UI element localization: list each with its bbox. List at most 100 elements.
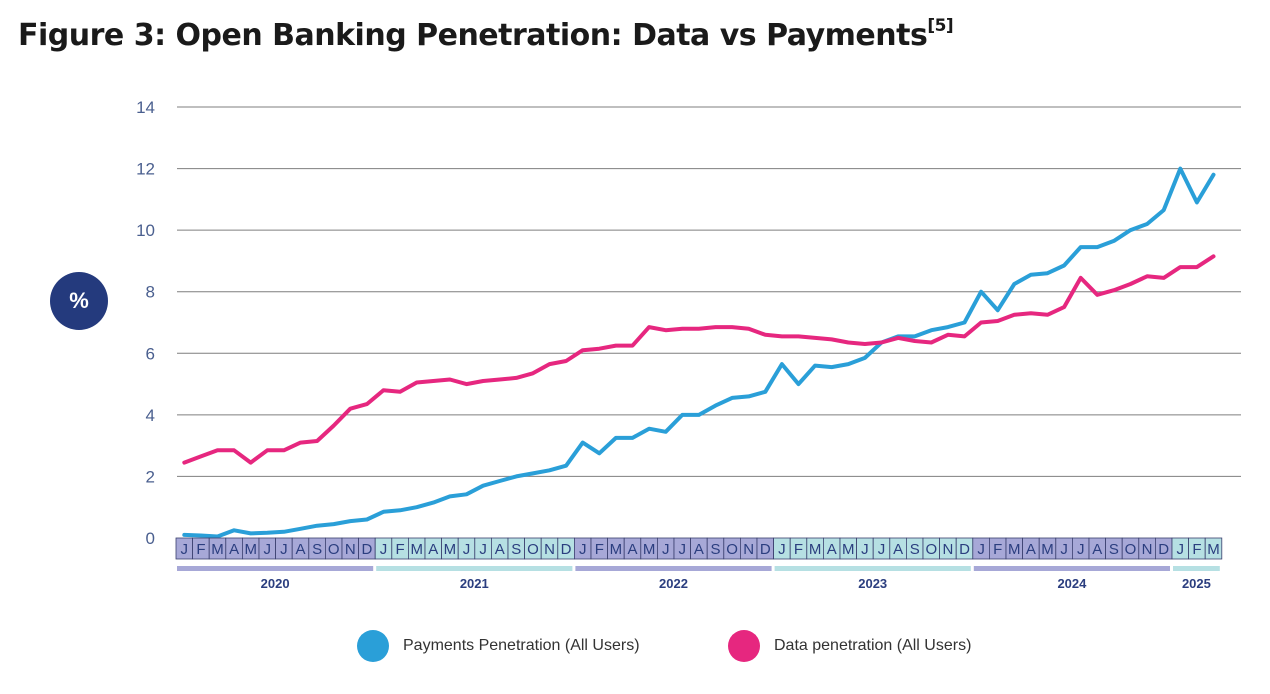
month-label: N — [345, 541, 356, 558]
month-label: A — [229, 541, 239, 558]
month-label: S — [910, 541, 920, 558]
month-label: O — [1125, 541, 1137, 558]
series-lines — [182, 166, 1216, 539]
month-label: A — [495, 541, 505, 558]
month-label: D — [760, 541, 771, 558]
month-label: J — [679, 541, 687, 558]
month-label: A — [1026, 541, 1036, 558]
legend-item-payments: Payments Penetration (All Users) — [357, 630, 640, 662]
month-label: J — [479, 541, 487, 558]
month-label: O — [925, 541, 937, 558]
figure-reference: [5] — [927, 16, 954, 36]
month-label: M — [809, 541, 822, 558]
year-label: 2020 — [261, 576, 290, 591]
year-label: 2023 — [858, 576, 887, 591]
month-label: J — [1077, 541, 1085, 558]
month-label: S — [1109, 541, 1119, 558]
month-label: D — [561, 541, 572, 558]
month-label: J — [1177, 541, 1185, 558]
month-label: A — [428, 541, 438, 558]
year-axis: 2020 2021 2022 2023 2024 2025 — [177, 566, 1220, 591]
figure-title: Figure 3: Open Banking Penetration: Data… — [18, 16, 954, 53]
month-label: J — [181, 541, 189, 558]
month-label: N — [1142, 541, 1153, 558]
year-label: 2022 — [659, 576, 688, 591]
month-label: J — [463, 541, 471, 558]
y-tick-label: 6 — [146, 344, 155, 363]
month-label: O — [726, 541, 738, 558]
year-bar — [774, 566, 971, 571]
month-label: J — [861, 541, 869, 558]
month-cell — [1204, 537, 1223, 560]
month-label: N — [544, 541, 555, 558]
month-label: A — [694, 541, 704, 558]
month-label: M — [643, 541, 656, 558]
month-label: M — [610, 541, 623, 558]
legend-dot-data — [728, 630, 760, 662]
month-label: O — [328, 541, 340, 558]
month-label: J — [778, 541, 786, 558]
month-label: N — [942, 541, 953, 558]
month-label: S — [710, 541, 720, 558]
year-label: 2025 — [1182, 576, 1211, 591]
month-label: M — [1008, 541, 1021, 558]
month-label: A — [893, 541, 903, 558]
month-label: J — [662, 541, 670, 558]
y-tick-label: 8 — [146, 283, 155, 302]
month-label: J — [977, 541, 985, 558]
month-label: J — [878, 541, 886, 558]
month-label: A — [627, 541, 637, 558]
month-label: F — [794, 541, 803, 558]
month-label: F — [993, 541, 1002, 558]
month-label: J — [280, 541, 288, 558]
month-label: D — [361, 541, 372, 558]
month-label: S — [312, 541, 322, 558]
month-label: F — [196, 541, 205, 558]
month-label: D — [1158, 541, 1169, 558]
y-tick-label: 12 — [136, 160, 155, 179]
month-label: S — [511, 541, 521, 558]
month-label: A — [1092, 541, 1102, 558]
month-label: J — [579, 541, 587, 558]
month-label: D — [959, 541, 970, 558]
month-label: M — [842, 541, 855, 558]
data-penetration-line — [182, 254, 1216, 465]
year-bar — [177, 566, 374, 571]
month-label: F — [595, 541, 604, 558]
month-label: J — [264, 541, 272, 558]
y-tick-label: 0 — [146, 529, 155, 548]
year-label: 2021 — [460, 576, 489, 591]
year-bar — [575, 566, 772, 571]
month-label: M — [211, 541, 224, 558]
month-label: M — [1041, 541, 1054, 558]
gridlines — [177, 106, 1241, 477]
chart-legend: Payments Penetration (All Users) Data pe… — [0, 630, 1270, 664]
year-bar — [973, 566, 1170, 571]
year-bar — [1173, 566, 1220, 571]
month-label: A — [827, 541, 837, 558]
month-label: A — [295, 541, 305, 558]
legend-dot-payments — [357, 630, 389, 662]
month-label: F — [1192, 541, 1201, 558]
y-tick-label: 10 — [136, 221, 155, 240]
y-tick-label: 4 — [146, 406, 155, 425]
legend-label-data: Data penetration (All Users) — [774, 637, 972, 654]
y-tick-label: 14 — [136, 98, 155, 117]
year-label: 2024 — [1057, 576, 1087, 591]
year-bar — [376, 566, 573, 571]
month-label: M — [1207, 541, 1220, 558]
month-label: M — [410, 541, 423, 558]
month-label: F — [396, 541, 405, 558]
y-axis-tick-labels: 0 2 4 6 8 10 12 14 — [136, 98, 155, 548]
y-tick-label: 2 — [146, 467, 155, 486]
month-label: J — [1060, 541, 1068, 558]
month-label: M — [444, 541, 457, 558]
percent-unit-badge: % — [50, 272, 108, 330]
month-label: J — [380, 541, 388, 558]
payments-penetration-line — [182, 166, 1216, 539]
month-label: M — [244, 541, 257, 558]
legend-item-data: Data penetration (All Users) — [728, 630, 971, 662]
month-label: N — [743, 541, 754, 558]
